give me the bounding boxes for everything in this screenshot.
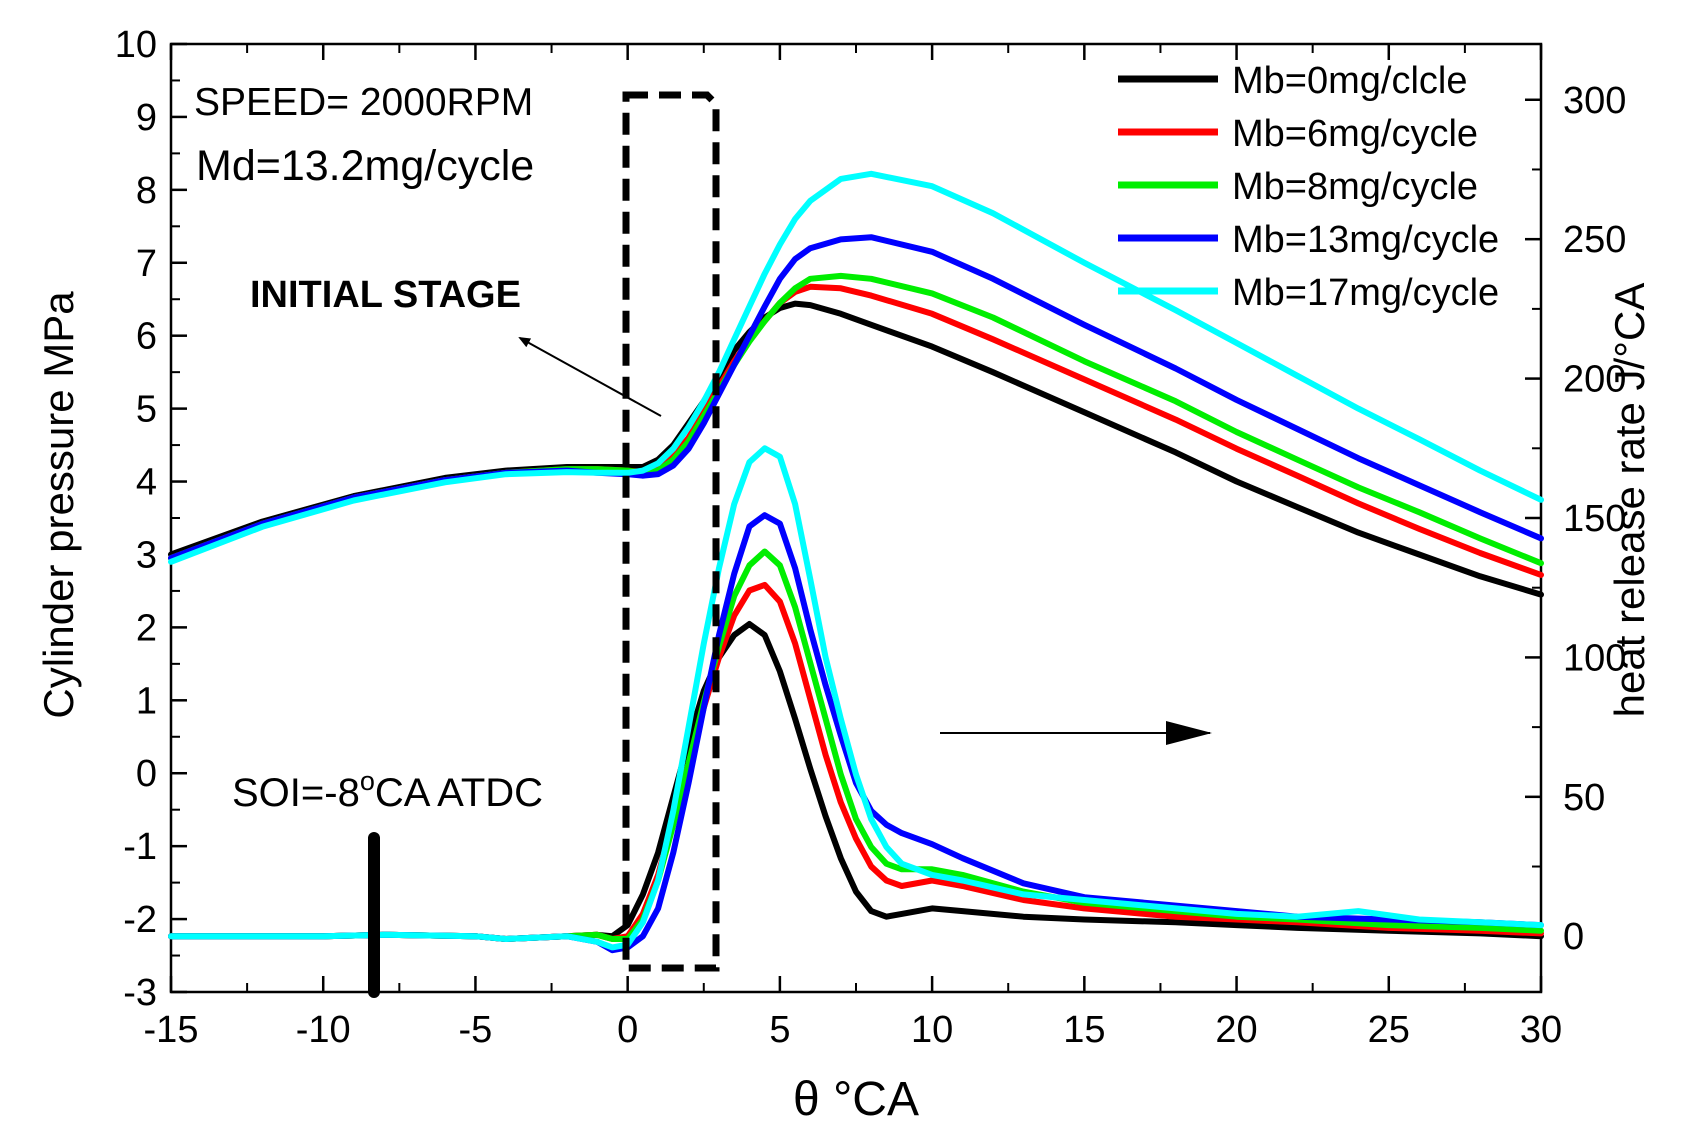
initial-stage-box bbox=[622, 91, 720, 972]
x-tick-label: -15 bbox=[144, 1009, 199, 1051]
legend-label: Mb=6mg/cycle bbox=[1232, 113, 1478, 155]
legend-label: Mb=13mg/cycle bbox=[1232, 219, 1499, 261]
y-tick-label: 9 bbox=[136, 97, 157, 139]
y2-tick-label: 150 bbox=[1563, 498, 1626, 540]
pressure-line-mb-6mg-cycle bbox=[168, 283, 1544, 578]
y-tick-label: -3 bbox=[123, 972, 157, 1014]
x-axis-ticks: -15 -10 -5 0 5 10 15 20 25 30 bbox=[144, 44, 1562, 1051]
series-layer bbox=[168, 170, 1544, 954]
y2-axis-title: heat release rate J/°CA bbox=[1606, 283, 1653, 718]
y-tick-label: 4 bbox=[136, 462, 157, 504]
md-annotation: Md=13.2mg/cycle bbox=[196, 142, 534, 190]
x-tick-label: 0 bbox=[617, 1009, 638, 1051]
y-axis-title: Cylinder pressure MPa bbox=[35, 291, 82, 719]
speed-annotation: SPEED= 2000RPM bbox=[194, 81, 533, 124]
x-tick-label: 5 bbox=[769, 1009, 790, 1051]
y-tick-label: 6 bbox=[136, 316, 157, 358]
y-tick-label: 0 bbox=[136, 753, 157, 795]
y-tick-label: 8 bbox=[136, 170, 157, 212]
x-tick-label: -5 bbox=[459, 1009, 493, 1051]
y2-tick-label: 200 bbox=[1563, 359, 1626, 401]
x-tick-label: 15 bbox=[1063, 1009, 1105, 1051]
y2-tick-label: 0 bbox=[1563, 916, 1584, 958]
x-tick-label: 25 bbox=[1368, 1009, 1410, 1051]
x-tick-label: -10 bbox=[296, 1009, 351, 1051]
x-tick-label: 20 bbox=[1215, 1009, 1257, 1051]
y-tick-label: 7 bbox=[136, 243, 157, 285]
y-tick-label: 5 bbox=[136, 389, 157, 431]
legend-label: Mb=0mg/clcle bbox=[1232, 60, 1467, 102]
pressure-line-mb-17mg-cycle bbox=[168, 170, 1544, 565]
y2-tick-label: 50 bbox=[1563, 777, 1605, 819]
y2-tick-label: 100 bbox=[1563, 637, 1626, 679]
x-tick-label: 10 bbox=[911, 1009, 953, 1051]
y-tick-label: 1 bbox=[136, 680, 157, 722]
y-tick-label: 10 bbox=[115, 24, 157, 66]
x-axis-title: θ °CA bbox=[793, 1073, 919, 1126]
y-tick-label: -1 bbox=[123, 826, 157, 868]
y2-axis-ticks: 0 50 100 150 200 250 300 bbox=[1525, 80, 1626, 958]
y-tick-label: 3 bbox=[136, 534, 157, 576]
x-tick-label: 30 bbox=[1520, 1009, 1562, 1051]
y-axis-ticks: -3 -2 -1 0 1 2 3 4 5 6 7 8 9 10 bbox=[115, 24, 187, 1014]
legend: Mb=0mg/clcle Mb=6mg/cycle Mb=8mg/cycle Mb=1… bbox=[1118, 60, 1499, 314]
soi-annotation: SOI=-8oCA ATDC bbox=[232, 766, 543, 815]
y2-tick-label: 300 bbox=[1563, 80, 1626, 122]
initial-stage-arrow bbox=[518, 337, 662, 417]
y2-tick-label: 250 bbox=[1563, 219, 1626, 261]
y-tick-label: 2 bbox=[136, 607, 157, 649]
hrr-line-mb-17mg-cycle bbox=[168, 445, 1544, 951]
initial-stage-label: INITIAL STAGE bbox=[250, 274, 521, 316]
y-tick-label: -2 bbox=[123, 899, 157, 941]
legend-label: Mb=8mg/cycle bbox=[1232, 166, 1478, 208]
legend-label: Mb=17mg/cycle bbox=[1232, 272, 1499, 314]
